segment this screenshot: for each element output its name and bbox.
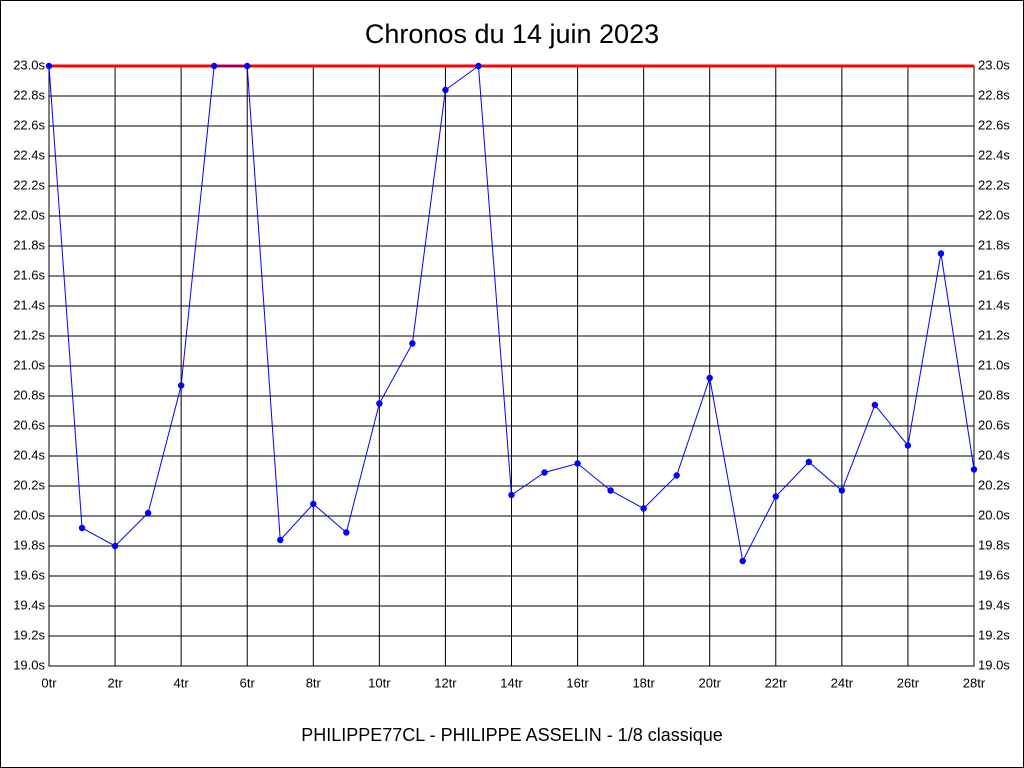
- y-tick-label: 22.6s: [13, 117, 45, 132]
- x-tick-label: 18tr: [632, 675, 655, 690]
- y2-tick-label: 20.2s: [978, 477, 1010, 492]
- y-tick-label: 22.2s: [13, 177, 45, 192]
- x-tick-label: 0tr: [41, 675, 57, 690]
- data-point: [244, 62, 251, 70]
- y-tick-label: 19.0s: [13, 657, 45, 672]
- x-tick-label: 24tr: [831, 675, 854, 690]
- data-point: [739, 557, 746, 565]
- y-tick-label: 22.0s: [13, 207, 45, 222]
- x-axis-label: PHILIPPE77CL - PHILIPPE ASSELIN - 1/8 cl…: [301, 725, 723, 745]
- x-tick-label: 4tr: [174, 675, 190, 690]
- y-tick-label: 20.6s: [13, 417, 45, 432]
- data-point: [277, 536, 284, 544]
- y2-tick-label: 19.2s: [978, 627, 1010, 642]
- y2-tick-label: 22.4s: [978, 147, 1010, 162]
- y2-tick-label: 21.2s: [978, 327, 1010, 342]
- y-tick-label: 20.4s: [13, 447, 45, 462]
- chart-title: Chronos du 14 juin 2023: [365, 19, 659, 49]
- x-tick-label: 8tr: [306, 675, 322, 690]
- y-tick-label: 21.8s: [13, 237, 45, 252]
- y-tick-label: 20.2s: [13, 477, 45, 492]
- y-tick-label: 19.2s: [13, 627, 45, 642]
- y2-tick-label: 22.8s: [978, 87, 1010, 102]
- y2-tick-label: 19.8s: [978, 537, 1010, 552]
- data-point: [177, 382, 185, 389]
- data-point: [838, 487, 846, 494]
- y2-tick-label: 20.4s: [978, 447, 1010, 462]
- data-point: [376, 400, 383, 407]
- data-point: [904, 442, 912, 449]
- y2-tick-label: 21.8s: [978, 237, 1010, 252]
- data-point: [970, 466, 978, 473]
- y-tick-label: 19.8s: [13, 537, 45, 552]
- y2-tick-label: 20.0s: [978, 507, 1010, 522]
- data-point: [673, 472, 680, 479]
- y2-tick-label: 23.0s: [978, 57, 1010, 72]
- data-point: [210, 62, 218, 70]
- y-tick-label: 19.4s: [13, 597, 45, 612]
- data-point: [706, 374, 713, 382]
- x-tick-label: 20tr: [699, 675, 722, 690]
- y2-tick-label: 21.6s: [978, 267, 1010, 282]
- data-point: [409, 340, 416, 347]
- data-point: [574, 460, 581, 467]
- y2-tick-label: 21.4s: [978, 297, 1010, 312]
- y-tick-label: 21.0s: [13, 357, 45, 372]
- data-point: [607, 487, 614, 494]
- data-point: [45, 62, 53, 70]
- x-tick-label: 14tr: [500, 675, 523, 690]
- data-point: [772, 493, 779, 500]
- data-point: [78, 524, 86, 532]
- x-tick-label: 2tr: [107, 675, 123, 690]
- x-tick-label: 16tr: [566, 675, 589, 690]
- x-tick-label: 28tr: [963, 675, 986, 690]
- data-point: [144, 509, 152, 517]
- data-point: [310, 500, 317, 508]
- y-tick-label: 23.0s: [13, 57, 45, 72]
- data-point: [475, 62, 482, 70]
- y-tick-label: 20.0s: [13, 507, 45, 522]
- data-point: [640, 505, 647, 512]
- y2-tick-label: 20.6s: [978, 417, 1010, 432]
- y-tick-label: 22.8s: [13, 87, 45, 102]
- data-point: [508, 491, 515, 499]
- data-point: [937, 250, 945, 257]
- y2-tick-label: 20.8s: [978, 387, 1010, 402]
- y-tick-label: 22.4s: [13, 147, 45, 162]
- x-tick-label: 12tr: [434, 675, 457, 690]
- data-point: [442, 86, 449, 94]
- data-point: [111, 542, 119, 550]
- y-tick-label: 20.8s: [13, 387, 45, 402]
- y-tick-label: 21.4s: [13, 297, 45, 312]
- x-tick-label: 22tr: [765, 675, 788, 690]
- x-tick-label: 10tr: [368, 675, 391, 690]
- y2-tick-label: 19.0s: [978, 657, 1010, 672]
- y2-tick-label: 22.0s: [978, 207, 1010, 222]
- x-tick-label: 6tr: [240, 675, 256, 690]
- data-point: [343, 529, 350, 536]
- data-point: [805, 458, 813, 466]
- data-point: [541, 469, 548, 476]
- y2-tick-label: 21.0s: [978, 357, 1010, 372]
- y2-tick-label: 22.6s: [978, 117, 1010, 132]
- y-tick-label: 21.2s: [13, 327, 45, 342]
- y2-tick-label: 22.2s: [978, 177, 1010, 192]
- y-tick-label: 21.6s: [13, 267, 45, 282]
- y-tick-label: 19.6s: [13, 567, 45, 582]
- x-tick-label: 26tr: [897, 675, 920, 690]
- y2-tick-label: 19.6s: [978, 567, 1010, 582]
- data-point: [871, 401, 879, 409]
- y2-tick-label: 19.4s: [978, 597, 1010, 612]
